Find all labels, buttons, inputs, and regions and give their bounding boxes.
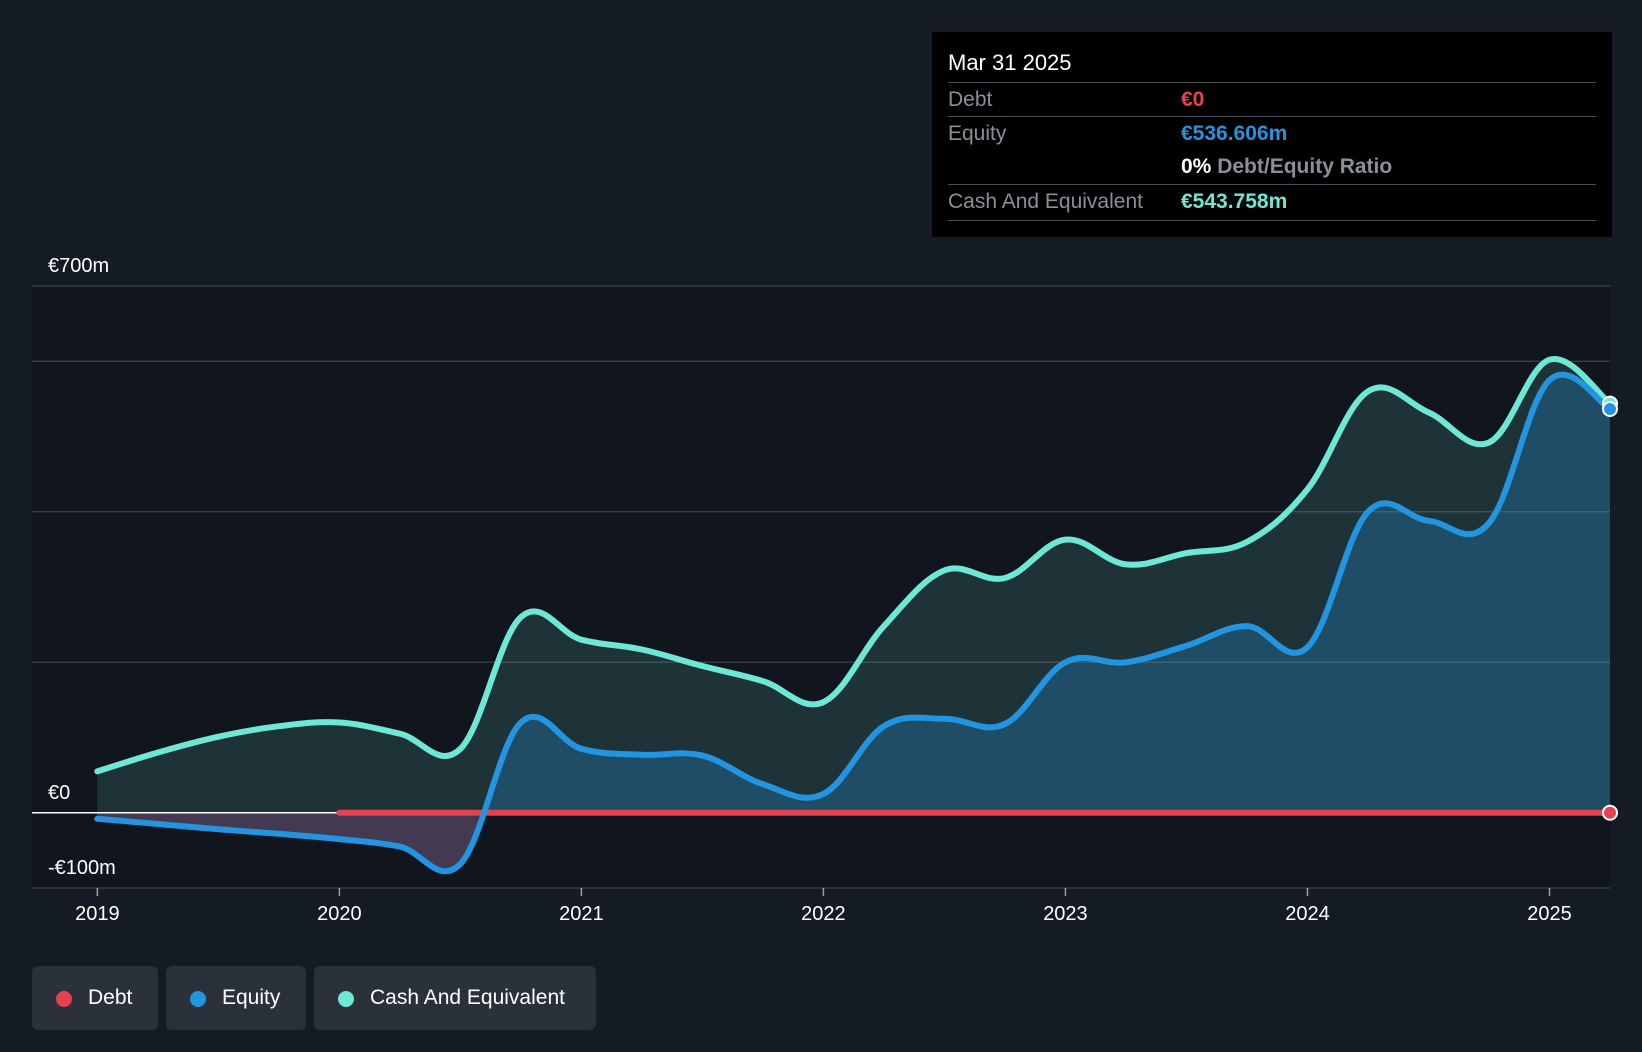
line-cash-and-equivalent [94, 356, 1613, 775]
tooltip-debt-row: Debt €0 [948, 82, 1596, 117]
x-tick-label: 2020 [317, 903, 362, 925]
tooltip-equity-value: €536.606m [1181, 122, 1288, 145]
x-tick-label: 2021 [559, 903, 604, 925]
area-equity [97, 374, 1610, 872]
area-equity-negative [97, 812, 1610, 872]
end-point-equity [1602, 400, 1618, 417]
x-tick-label: 2023 [1043, 903, 1088, 925]
plot-background [32, 286, 1610, 888]
tooltip-date: Mar 31 2025 [948, 50, 1072, 75]
y-tick-label: €700m [48, 255, 109, 277]
gridlines [32, 285, 1610, 889]
legend-label-equity: Equity [222, 986, 281, 1009]
x-tick-label: 2025 [1527, 903, 1572, 925]
legend-label-debt: Debt [88, 986, 133, 1009]
line-equity [94, 371, 1613, 875]
tooltip-cash-row: Cash And Equivalent €543.758m [948, 184, 1596, 219]
legend-item-debt[interactable]: Debt [32, 966, 158, 1030]
tooltip-equity-label: Equity [948, 122, 1007, 145]
series-lines [94, 356, 1613, 875]
legend-label-cash: Cash And Equivalent [370, 986, 565, 1009]
x-tick-label: 2022 [801, 903, 846, 925]
tooltip-panel: Mar 31 2025 Debt €0 Equity €536.606m 0% … [932, 32, 1612, 237]
tooltip-debt-value: €0 [1181, 88, 1205, 111]
tooltip-cash-label: Cash And Equivalent [948, 190, 1143, 213]
legend-dot-equity-icon [190, 991, 206, 1007]
legend-dot-cash-icon [338, 991, 354, 1007]
area-cash-and-equivalent [97, 358, 1610, 813]
x-tick-label: 2024 [1285, 903, 1330, 925]
tooltip-ratio-label: Debt/Equity Ratio [1217, 155, 1393, 178]
end-point-debt [1602, 804, 1618, 821]
tooltip-equity-row: Equity €536.606m [948, 116, 1596, 151]
legend-item-cash[interactable]: Cash And Equivalent [314, 966, 596, 1030]
tooltip-ratio-value: 0% [1181, 155, 1212, 178]
tooltip-debt-label: Debt [948, 88, 993, 111]
tooltip-cash-value: €543.758m [1181, 190, 1288, 213]
tooltip-divider [948, 220, 1596, 221]
legend-item-equity[interactable]: Equity [166, 966, 306, 1030]
tooltip-ratio: 0% Debt/Equity Ratio [1181, 150, 1392, 184]
y-tick-label: €0 [48, 782, 70, 804]
x-tick-label: 2019 [75, 903, 120, 925]
y-axis-labels: €700m €0 -€100m [48, 255, 116, 879]
series-areas [97, 358, 1610, 872]
legend-dot-debt-icon [56, 991, 72, 1007]
y-tick-label: -€100m [48, 857, 116, 879]
x-axis-labels: 2019 2020 2021 2022 2023 2024 2025 [75, 888, 1572, 925]
end-markers [1602, 395, 1618, 821]
tooltip-ratio-row: 0% Debt/Equity Ratio [948, 150, 1596, 184]
